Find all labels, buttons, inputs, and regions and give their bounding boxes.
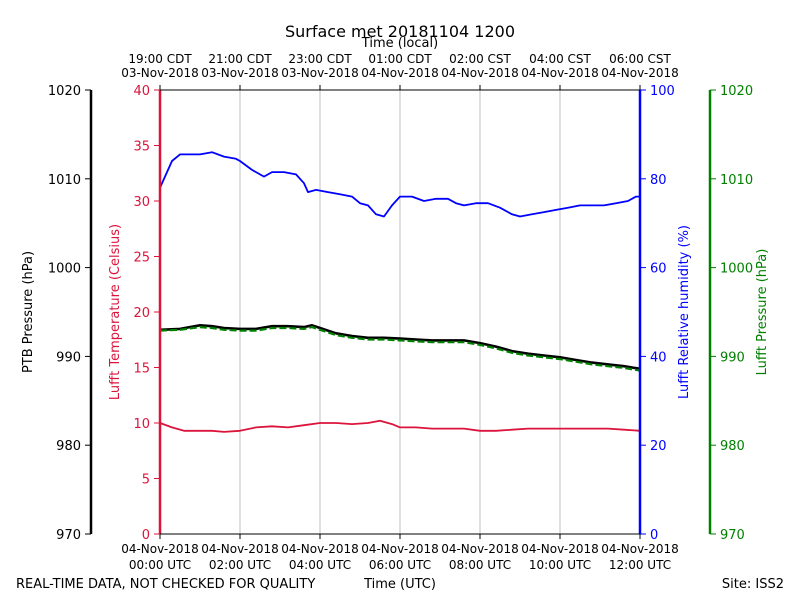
x-tick-label-utc-date: 04-Nov-2018: [441, 542, 519, 556]
rh-tick-label: 60: [650, 262, 667, 277]
x-tick-label-utc-time: 12:00 UTC: [609, 558, 671, 572]
lufft-pressure-line: [159, 326, 641, 372]
temp-tick-label: 10: [133, 417, 150, 432]
x-tick-label-utc-time: 08:00 UTC: [449, 558, 511, 572]
ptb-tick-label: 980: [56, 439, 81, 454]
lufft-relative-humidity-line: [159, 151, 640, 218]
x-gridlines: [239, 90, 561, 534]
x-axis-label: Time (UTC): [363, 577, 436, 592]
lufftp-tick-label: 980: [720, 439, 745, 454]
quality-disclaimer: REAL-TIME DATA, NOT CHECKED FOR QUALITY: [16, 577, 315, 592]
ptb-tick-label: 970: [56, 528, 81, 543]
top-axis-title: Time (local): [361, 36, 438, 51]
temp-tick-label: 40: [133, 84, 150, 99]
temp-tick-label: 25: [133, 251, 150, 266]
ptb-tick-label: 1010: [48, 173, 81, 188]
x-tick-label-local-date: 04-Nov-2018: [441, 66, 519, 80]
x-tick-label-utc-date: 04-Nov-2018: [281, 542, 359, 556]
x-tick-label-local-time: 21:00 CDT: [208, 52, 272, 66]
rh-axis-label: Lufft Relative humidity (%): [677, 225, 692, 399]
x-tick-label-utc-time: 04:00 UTC: [289, 558, 351, 572]
ptb-pressure-line: [159, 323, 641, 371]
temp-tick-label: 0: [142, 528, 150, 543]
x-tick-label-local-time: 02:00 CST: [449, 52, 511, 66]
temp-tick-label: 20: [133, 306, 150, 321]
lufftp-tick-label: 1020: [720, 84, 753, 99]
chart-title: Surface met 20181104 1200: [285, 22, 515, 41]
lufft-temperature-line: [159, 419, 641, 433]
rh-tick-label: 80: [650, 173, 667, 188]
rh-tick-label: 100: [650, 84, 675, 99]
x-tick-label-local-time: 06:00 CST: [609, 52, 671, 66]
temp-tick-label: 35: [133, 140, 150, 155]
x-tick-label-local-time: 01:00 CDT: [368, 52, 432, 66]
ptb-axis-label: PTB Pressure (hPa): [21, 251, 36, 373]
x-tick-label-utc-date: 04-Nov-2018: [521, 542, 599, 556]
x-tick-label-local-date: 04-Nov-2018: [601, 66, 679, 80]
lufftp-tick-label: 990: [720, 350, 745, 365]
site-label: Site: ISS2: [722, 577, 784, 592]
x-tick-label-local-date: 03-Nov-2018: [201, 66, 279, 80]
x-tick-label-local-date: 03-Nov-2018: [121, 66, 199, 80]
ptb-tick-label: 990: [56, 350, 81, 365]
ptb-tick-label: 1000: [48, 262, 81, 277]
temp-tick-label: 15: [133, 362, 150, 377]
lufftp-tick-label: 1000: [720, 262, 753, 277]
lufftp-tick-label: 1010: [720, 173, 753, 188]
rh-tick-label: 20: [650, 439, 667, 454]
x-tick-label-utc-date: 04-Nov-2018: [361, 542, 439, 556]
lufftp-tick-label: 970: [720, 528, 745, 543]
x-tick-label-local-time: 04:00 CST: [529, 52, 591, 66]
x-tick-label-utc-time: 06:00 UTC: [369, 558, 431, 572]
x-tick-label-utc-time: 02:00 UTC: [209, 558, 271, 572]
x-tick-label-local-time: 19:00 CDT: [128, 52, 192, 66]
x-tick-label-utc-time: 10:00 UTC: [529, 558, 591, 572]
x-tick-label-utc-date: 04-Nov-2018: [201, 542, 279, 556]
x-tick-label-utc-time: 00:00 UTC: [129, 558, 191, 572]
lufftp-axis-label: Lufft Pressure (hPa): [755, 249, 770, 376]
x-tick-label-local-date: 04-Nov-2018: [521, 66, 599, 80]
x-tick-label-local-date: 03-Nov-2018: [281, 66, 359, 80]
x-tick-label-utc-date: 04-Nov-2018: [121, 542, 199, 556]
x-tick-label-local-date: 04-Nov-2018: [361, 66, 439, 80]
temp-axis-label: Lufft Temperature (Celsius): [108, 224, 123, 400]
ptb-tick-label: 1020: [48, 84, 81, 99]
temp-tick-label: 5: [142, 473, 150, 488]
x-tick-label-utc-date: 04-Nov-2018: [601, 542, 679, 556]
x-tick-label-local-time: 23:00 CDT: [288, 52, 352, 66]
series-layer: [159, 151, 641, 433]
rh-tick-label: 0: [650, 528, 658, 543]
temp-tick-label: 30: [133, 195, 150, 210]
rh-tick-label: 40: [650, 350, 667, 365]
